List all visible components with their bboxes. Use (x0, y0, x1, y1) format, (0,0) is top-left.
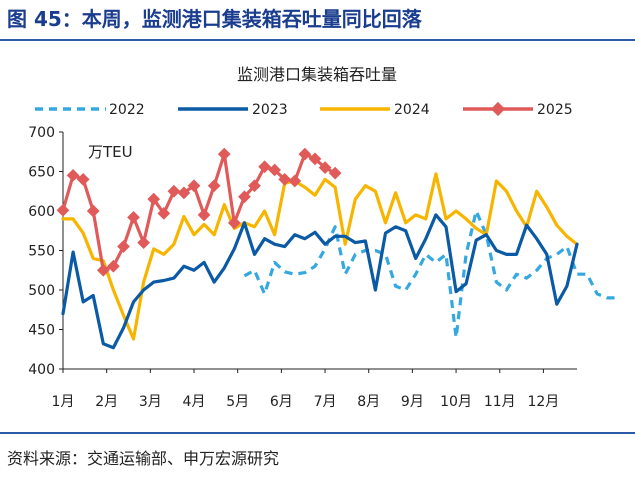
source-note: 资料来源：交通运输部、申万宏源研究 (7, 449, 280, 468)
x-tick-label: 9月 (401, 394, 424, 410)
legend-item-2025: 2025 (463, 101, 573, 118)
y-tick-label: 500 (28, 283, 55, 299)
x-tick-label: 2月 (95, 394, 118, 410)
x-tick-label: 1月 (52, 394, 75, 410)
x-tick-label: 4月 (183, 394, 206, 410)
legend-label-2025: 2025 (537, 102, 573, 118)
point-2025 (248, 179, 261, 193)
legend-label-2023: 2023 (252, 102, 288, 118)
x-axis: 1月 2月 3月 4月 5月 6月 7月 8月 9月 10月 11月 12月 (52, 368, 577, 410)
x-tick-label: 10月 (440, 394, 472, 410)
x-tick-label: 3月 (139, 394, 162, 410)
series-2024 (61, 172, 579, 341)
point-2025 (137, 236, 150, 249)
y-tick-label: 600 (28, 204, 55, 220)
legend-label-2024: 2024 (394, 102, 430, 118)
y-tick-label: 700 (28, 125, 55, 141)
point-2025 (288, 174, 302, 188)
x-tick-label: 7月 (314, 394, 337, 410)
legend-item-2022: 2022 (35, 102, 145, 118)
x-tick-label: 6月 (270, 394, 293, 410)
report-header: 图 45：本周，监测港口集装箱吞吐量同比回落 (0, 0, 635, 41)
footer-divider (0, 432, 635, 434)
point-2025 (167, 184, 181, 198)
x-tick-label: 5月 (226, 394, 249, 410)
point-2025 (238, 190, 251, 204)
point-2025 (76, 173, 90, 186)
x-tick-label: 12月 (527, 394, 559, 410)
point-2025 (157, 207, 171, 220)
point-2025 (147, 192, 161, 206)
series-line-2022 (243, 209, 618, 339)
chart-title: 监测港口集装箱吞吐量 (237, 65, 397, 84)
series-2023 (61, 213, 579, 350)
point-2025 (278, 173, 292, 186)
point-2025 (217, 147, 231, 161)
point-2025 (258, 160, 271, 174)
point-2025 (227, 216, 241, 230)
x-tick-label: 8月 (357, 394, 380, 410)
plot-area (56, 147, 618, 350)
point-2025 (308, 152, 322, 166)
point-2025 (318, 161, 332, 174)
x-tick-label: 11月 (484, 394, 516, 410)
point-2025 (117, 240, 130, 253)
legend-label-2022: 2022 (109, 102, 145, 118)
series-line-2024 (61, 172, 579, 341)
legend-item-2023: 2023 (178, 102, 288, 118)
point-2025 (298, 147, 312, 161)
y-tick-label: 650 (28, 165, 55, 181)
series-line-2025 (61, 152, 337, 272)
line-chart: 监测港口集装箱吞吐量 2022 2023 2024 2025 万TEU 4004… (28, 65, 618, 410)
y-tick-label: 450 (28, 323, 55, 339)
header-divider (0, 39, 635, 41)
series-2022 (243, 209, 618, 339)
figure-title: 图 45：本周，监测港口集装箱吞吐量同比回落 (7, 7, 422, 31)
legend: 2022 2023 2024 2025 (35, 101, 573, 118)
point-2025 (56, 203, 70, 217)
point-2025 (268, 163, 281, 177)
point-2025 (86, 204, 100, 218)
y-tick-label: 400 (28, 362, 55, 378)
y-axis: 400 450 500 550 600 650 700 (28, 125, 64, 378)
series-2025 (56, 147, 342, 277)
y-tick-label: 550 (28, 244, 55, 260)
point-2025 (197, 208, 211, 222)
legend-item-2024: 2024 (320, 102, 430, 118)
unit-label: 万TEU (88, 143, 133, 161)
series-line-2023 (61, 213, 579, 350)
point-2025 (207, 179, 221, 193)
point-2025 (328, 166, 342, 180)
point-2025 (107, 259, 120, 273)
point-2025 (127, 210, 140, 224)
